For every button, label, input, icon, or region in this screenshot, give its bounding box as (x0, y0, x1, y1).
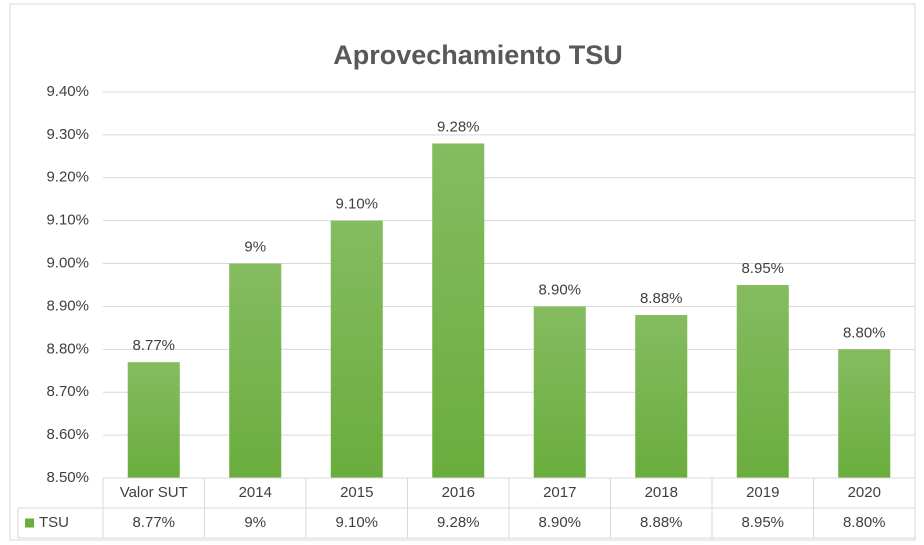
data-label: 8.77% (132, 337, 175, 354)
data-label: 9% (244, 239, 266, 256)
x-tick-label: Valor SUT (120, 484, 188, 501)
legend-label: TSU (39, 514, 69, 531)
table-cell: 8.95% (741, 514, 784, 531)
table-cell: 8.88% (640, 514, 683, 531)
y-tick-label: 8.80% (46, 340, 89, 357)
x-tick-label: 2014 (239, 484, 272, 501)
data-label: 9.10% (335, 196, 378, 213)
y-tick-label: 9.30% (46, 126, 89, 143)
data-label: 8.90% (538, 281, 581, 298)
x-tick-label: 2020 (848, 484, 881, 501)
bar (736, 285, 789, 478)
x-tick-label: 2019 (746, 484, 779, 501)
bar (635, 315, 688, 478)
y-tick-label: 8.50% (46, 469, 89, 486)
bar (127, 362, 180, 478)
table-cell: 8.80% (843, 514, 886, 531)
table-cell: 8.90% (538, 514, 581, 531)
y-tick-label: 9.00% (46, 255, 89, 272)
data-label: 8.95% (741, 260, 784, 277)
x-tick-label: 2016 (442, 484, 475, 501)
data-label: 9.28% (437, 118, 480, 135)
table-cell: 8.77% (132, 514, 175, 531)
x-tick-label: 2018 (645, 484, 678, 501)
legend-key (25, 518, 34, 528)
y-tick-label: 8.60% (46, 426, 89, 443)
data-label: 8.80% (843, 324, 886, 341)
x-tick-label: 2015 (340, 484, 373, 501)
y-tick-label: 8.70% (46, 383, 89, 400)
table-cell: 9.28% (437, 514, 480, 531)
bar (533, 306, 586, 478)
y-tick-label: 9.40% (46, 83, 89, 100)
chart-border (9, 3, 916, 541)
data-label: 8.88% (640, 290, 683, 307)
y-tick-label: 9.20% (46, 169, 89, 186)
bar (330, 220, 383, 478)
y-tick-label: 8.90% (46, 297, 89, 314)
y-tick-label: 9.10% (46, 212, 89, 229)
chart-title: Aprovechamiento TSU (333, 40, 623, 70)
table-cell: 9% (244, 514, 266, 531)
bar (229, 263, 282, 478)
bar (838, 349, 891, 478)
x-tick-label: 2017 (543, 484, 576, 501)
table-cell: 9.10% (335, 514, 378, 531)
bar (432, 143, 485, 478)
